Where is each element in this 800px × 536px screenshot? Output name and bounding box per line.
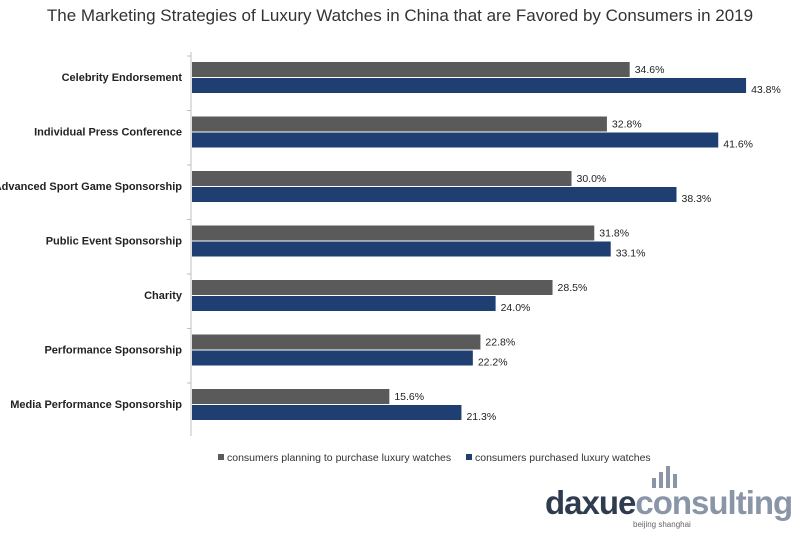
- bar-purchased: [192, 405, 462, 420]
- category-label: Media Performance Sponsorship: [10, 399, 182, 411]
- data-label: 22.2%: [478, 357, 508, 369]
- legend-swatch: [218, 454, 224, 460]
- category-label: Charity: [144, 290, 183, 302]
- data-label: 38.3%: [681, 193, 711, 205]
- data-label: 41.6%: [723, 139, 753, 151]
- data-label: 33.1%: [616, 248, 646, 260]
- bar-planning: [192, 62, 630, 77]
- bar-chart-logo-icon: [652, 466, 677, 488]
- data-label: 31.8%: [599, 228, 629, 240]
- bar-purchased: [192, 78, 747, 93]
- bar-planning: [192, 280, 553, 295]
- logo-subtitle: beijing shanghai: [633, 520, 691, 529]
- bar-planning: [192, 116, 607, 132]
- category-label: Advanced Sport Game Sponsorship: [0, 181, 182, 193]
- legend-label: consumers planning to purchase luxury wa…: [227, 452, 451, 464]
- bar-purchased: [192, 350, 473, 366]
- data-label: 24.0%: [501, 302, 531, 314]
- bar-planning: [192, 171, 572, 186]
- logo-wordmark: daxueconsulting: [545, 484, 793, 522]
- data-label: 34.6%: [635, 64, 665, 76]
- data-label: 22.8%: [485, 337, 515, 349]
- data-label: 30.0%: [577, 173, 607, 185]
- category-label: Public Event Sponsorship: [46, 236, 183, 248]
- legend-swatch: [466, 454, 472, 460]
- data-label: 32.8%: [612, 119, 642, 131]
- logo-part-consulting: consulting: [635, 484, 793, 521]
- logo-part-daxue: daxue: [545, 484, 636, 521]
- bar-purchased: [192, 296, 496, 311]
- category-label: Individual Press Conference: [34, 127, 182, 139]
- bar-purchased: [192, 187, 677, 202]
- bar-planning: [192, 334, 481, 350]
- bar-planning: [192, 389, 390, 404]
- bar-purchased: [192, 132, 719, 148]
- data-label: 43.8%: [751, 84, 781, 96]
- data-label: 15.6%: [394, 391, 424, 403]
- category-label: Celebrity Endorsement: [62, 72, 183, 84]
- data-label: 28.5%: [558, 282, 588, 294]
- chart-title: The Marketing Strategies of Luxury Watch…: [46, 6, 754, 25]
- data-label: 21.3%: [466, 411, 496, 423]
- category-label: Performance Sponsorship: [44, 345, 182, 357]
- bar-purchased: [192, 241, 611, 257]
- daxue-consulting-logo: daxueconsulting beijing shanghai: [545, 462, 795, 532]
- legend-label: consumers purchased luxury watches: [475, 452, 651, 464]
- bar-planning: [192, 225, 595, 241]
